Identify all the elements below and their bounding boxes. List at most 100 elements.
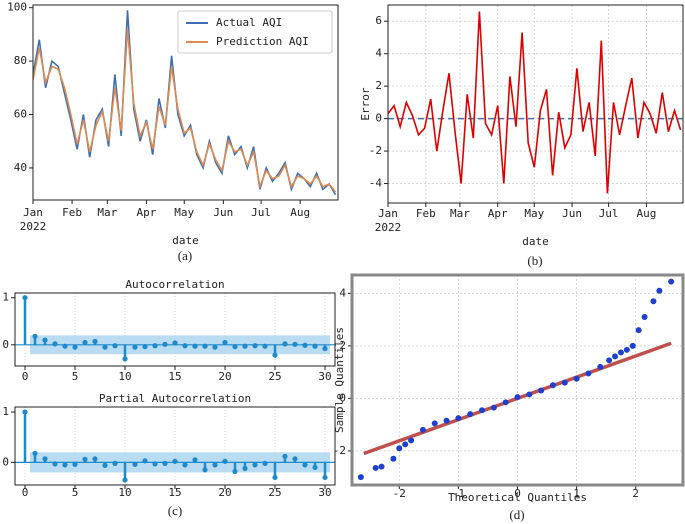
x-tick-label: 25	[268, 370, 281, 383]
x-tick-label: Apr	[136, 206, 156, 219]
stem-head	[142, 344, 148, 350]
point	[623, 346, 630, 353]
stem-head	[42, 337, 48, 343]
y-tick-label: 1	[2, 405, 9, 418]
x-tick-label: 5	[72, 486, 79, 499]
y-tick-label: -2	[333, 444, 346, 457]
x-tick-label: 0	[514, 487, 521, 500]
stem-head	[172, 340, 178, 346]
stem-head	[82, 456, 88, 462]
y-tick-label: -4	[369, 177, 383, 190]
point	[431, 420, 438, 427]
plot-frame	[14, 292, 336, 367]
point	[479, 407, 486, 414]
plot-frame	[350, 273, 685, 487]
stem-head	[122, 477, 128, 483]
stem-head	[142, 458, 148, 464]
caption: (a)	[178, 248, 192, 263]
stem-head	[82, 339, 88, 346]
stem-head	[282, 341, 288, 347]
series-line	[33, 10, 337, 196]
point	[467, 411, 474, 418]
stem-head	[102, 462, 108, 468]
point	[668, 278, 675, 285]
x-tick-label: Mar	[450, 207, 470, 220]
stem-head	[272, 474, 278, 481]
stem-head	[262, 460, 268, 466]
stem-head	[272, 352, 278, 358]
stem-head	[292, 341, 298, 347]
y-tick-label: 0	[339, 391, 346, 404]
point	[561, 379, 568, 386]
stem-head	[72, 461, 78, 467]
point	[490, 404, 497, 411]
stem-head	[222, 339, 228, 346]
point	[514, 394, 521, 401]
caption: (b)	[527, 253, 542, 268]
x-axis-label: Theoretical Quantiles	[448, 491, 587, 504]
point	[612, 353, 619, 360]
stem-head	[312, 343, 318, 349]
stem-head	[132, 461, 138, 467]
y-tick-label: 0	[375, 112, 382, 125]
x-tick-label: 25	[268, 486, 281, 499]
point	[357, 474, 364, 481]
stem-head	[62, 343, 68, 349]
x-tick-label: -1	[452, 487, 465, 500]
stem-head	[302, 462, 308, 468]
stem-head	[222, 458, 228, 464]
point	[641, 314, 648, 320]
y-tick-label: 4	[375, 47, 382, 60]
y-axis-label: Error	[359, 87, 372, 120]
point	[378, 463, 385, 470]
stem-head	[312, 464, 318, 470]
point	[526, 391, 533, 398]
point	[419, 426, 426, 433]
x-tick-label: May	[174, 206, 194, 219]
x-tick-label: Jun	[562, 207, 582, 220]
stem-head	[112, 460, 118, 466]
y-tick-label: 4	[339, 286, 346, 299]
legend-label: Actual AQI	[216, 16, 282, 29]
y-tick-label: 80	[14, 54, 27, 67]
stem-head	[242, 343, 248, 349]
x-axis-label: date	[522, 235, 549, 248]
x-tick-label: Jul	[599, 207, 619, 220]
stem-head	[322, 345, 328, 352]
stem-head	[242, 465, 248, 471]
x-tick-label: 30	[318, 370, 331, 383]
stem-head	[152, 343, 158, 349]
point	[617, 349, 624, 356]
point	[597, 363, 604, 370]
y-tick-label: -2	[369, 144, 382, 157]
y-axis-label: Sample Quantiles	[333, 327, 346, 433]
y-tick-label: 1	[2, 291, 9, 304]
point	[573, 375, 580, 382]
stem-head	[212, 344, 218, 350]
y-tick-label: 60	[14, 108, 27, 121]
point	[606, 357, 613, 364]
stem-head	[22, 409, 28, 415]
point	[656, 287, 663, 294]
legend-box	[177, 10, 333, 54]
stem-head	[252, 343, 258, 349]
x-tick-label: Feb	[62, 206, 82, 219]
stem-head	[162, 341, 168, 347]
point	[443, 417, 450, 424]
point	[390, 455, 397, 462]
stem-head	[192, 343, 198, 349]
x-tick-label: Mar	[97, 206, 117, 219]
plot-frame	[32, 4, 339, 201]
y-tick-label: 2	[375, 79, 382, 92]
x-tick-label: 0	[22, 486, 29, 499]
caption: (c)	[168, 503, 182, 518]
stem-head	[32, 450, 38, 456]
stem-head	[172, 458, 178, 464]
x-tick-label: 10	[118, 370, 131, 383]
x-tick-label: 2	[632, 487, 639, 500]
stem-head	[232, 468, 238, 475]
stem-head	[72, 344, 78, 350]
point	[502, 399, 509, 406]
x-tick-label: Jan	[378, 207, 398, 220]
stem-head	[52, 341, 58, 347]
